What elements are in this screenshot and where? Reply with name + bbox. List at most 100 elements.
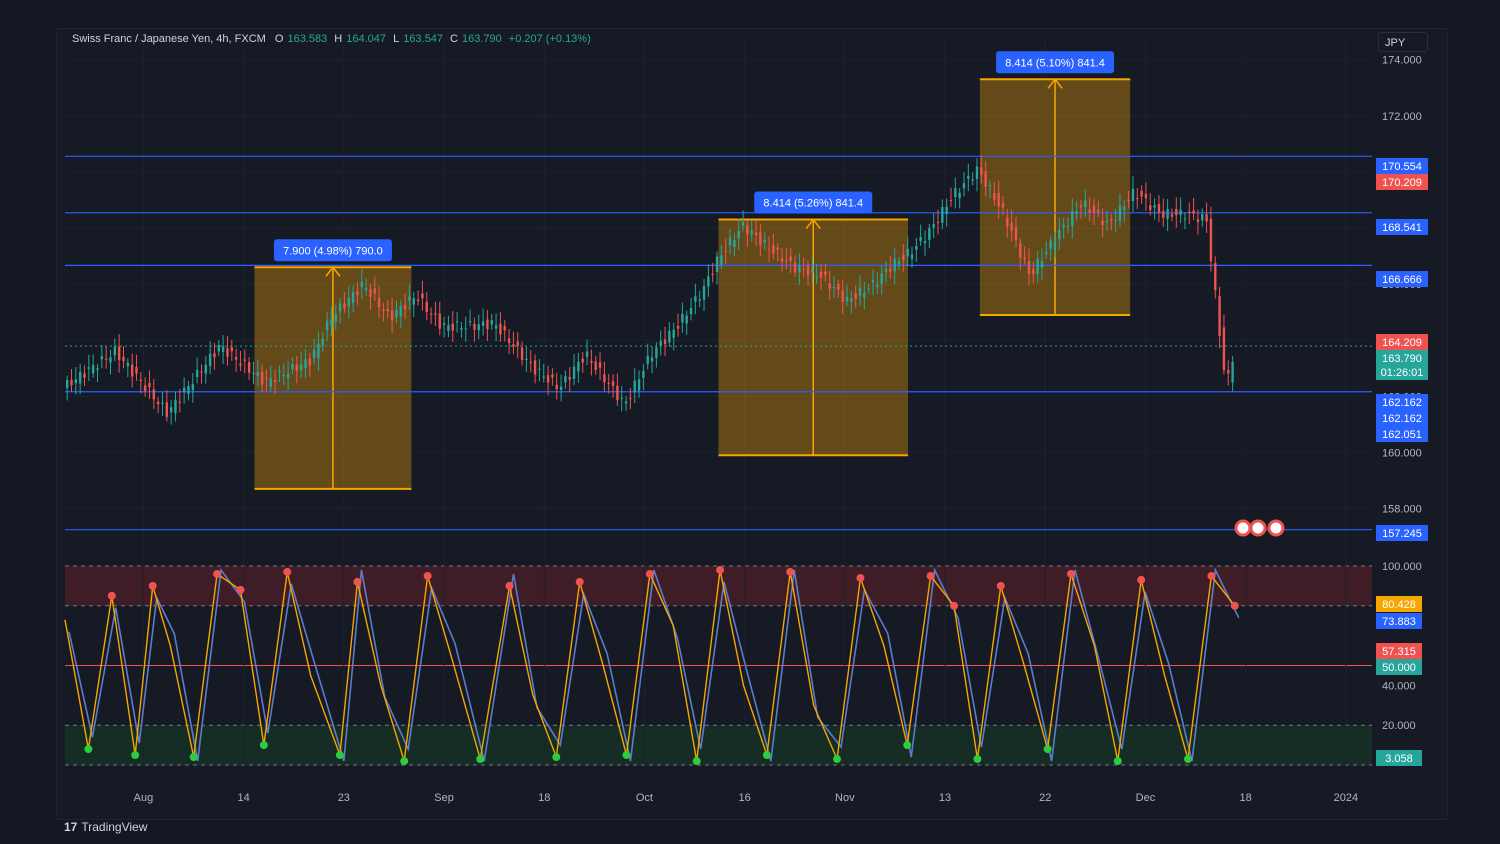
candle-body xyxy=(828,283,831,289)
candle-body xyxy=(876,284,879,288)
candle-body xyxy=(884,269,888,272)
candle-body xyxy=(910,254,914,259)
oscillator-lines xyxy=(64,565,1240,766)
oscillator-signal-dot xyxy=(996,581,1005,590)
candle-body xyxy=(659,340,662,347)
oscillator-signal-dot xyxy=(423,571,432,580)
candle-body xyxy=(1175,208,1178,216)
oscillator-signal-dot xyxy=(107,591,116,600)
candle-body xyxy=(503,326,506,331)
candles xyxy=(65,154,1234,425)
time-tick-label: 23 xyxy=(338,792,350,804)
time-tick-label: 14 xyxy=(237,792,249,804)
candle-body xyxy=(919,237,922,242)
price-axis: 174.000172.000170.000168.000166.000164.0… xyxy=(1382,55,1422,733)
currency-button[interactable]: JPY xyxy=(1378,32,1428,52)
candle-body xyxy=(1123,206,1126,210)
candle-body xyxy=(486,319,489,330)
candle-body xyxy=(616,385,619,401)
oscillator-label: 73.883 xyxy=(1382,616,1416,628)
candle-body xyxy=(802,268,805,270)
event-marker-icon xyxy=(1249,519,1267,537)
candle-body xyxy=(889,268,892,272)
candle-body xyxy=(1114,220,1117,222)
candle-body xyxy=(1006,217,1009,227)
candle-body xyxy=(473,323,476,330)
candle-body xyxy=(724,251,727,253)
candle-body xyxy=(551,374,554,378)
price-tick-label: 174.000 xyxy=(1382,55,1422,67)
candle-body xyxy=(477,324,480,331)
price-label: 164.209 xyxy=(1382,337,1422,349)
price-label-bg xyxy=(1376,334,1428,350)
candle-body xyxy=(143,385,147,392)
candle-body xyxy=(156,401,160,405)
candle-body xyxy=(572,366,576,379)
tradingview-logo[interactable]: 17 TradingView xyxy=(64,820,147,834)
countdown-label: 01:26:01 xyxy=(1381,367,1424,379)
candle-body xyxy=(1058,229,1061,240)
price-label: 166.666 xyxy=(1382,274,1422,286)
candle-body xyxy=(104,358,108,360)
candle-body xyxy=(260,371,264,385)
candle-body xyxy=(308,358,311,366)
candle-body xyxy=(499,323,502,335)
candle-body xyxy=(776,247,779,250)
candle-body xyxy=(1179,209,1182,216)
time-axis: Aug 14 23 Sep 18 Oct 16 Nov 13 22 Dec 18 2024 xyxy=(134,792,1358,804)
candle-body xyxy=(243,359,246,361)
time-tick-label: Dec xyxy=(1136,792,1156,804)
candle-body xyxy=(1131,188,1135,201)
candle-body xyxy=(204,364,208,374)
candle-body xyxy=(377,298,381,308)
candle-body xyxy=(893,258,896,272)
countdown-bg xyxy=(1376,364,1428,380)
candle-body xyxy=(598,362,602,368)
price-label: 170.209 xyxy=(1382,177,1422,189)
candle-body xyxy=(607,382,610,384)
candle-body xyxy=(338,303,342,312)
candle-body xyxy=(936,221,940,223)
event-marker-icon xyxy=(1267,519,1285,537)
candle-body xyxy=(429,313,433,315)
time-tick-label: Oct xyxy=(636,792,653,804)
candle-body xyxy=(325,320,329,330)
oscillator-label-bg xyxy=(1376,643,1422,659)
oscillator-d-line xyxy=(68,567,1240,762)
candle-body xyxy=(772,244,775,254)
candle-body xyxy=(733,239,736,247)
candle-body xyxy=(642,370,645,378)
candle-body xyxy=(291,364,294,370)
candle-body xyxy=(1053,243,1057,250)
price-label-bg xyxy=(1376,158,1428,174)
candle-body xyxy=(854,293,857,299)
candle-body xyxy=(174,399,177,414)
candle-body xyxy=(78,371,82,384)
candle-body xyxy=(304,359,307,369)
candle-body xyxy=(824,271,827,276)
candle-body xyxy=(681,313,684,323)
candle-body xyxy=(1227,369,1230,374)
candle-body xyxy=(1231,361,1234,383)
candle-body xyxy=(91,365,95,374)
candle-body xyxy=(1170,214,1174,217)
candle-body xyxy=(403,305,407,310)
candle-body xyxy=(1092,205,1096,213)
candle-body xyxy=(1066,225,1070,227)
candle-body xyxy=(208,353,212,366)
candle-body xyxy=(364,287,368,291)
candle-body xyxy=(1105,220,1109,223)
candle-body xyxy=(165,402,169,417)
candle-body xyxy=(581,358,584,363)
candle-body xyxy=(399,306,402,317)
high-value: 164.047 xyxy=(346,33,386,45)
candle-body xyxy=(438,313,441,329)
measure-label-bg xyxy=(754,191,873,214)
oscillator-tick-label: 40.000 xyxy=(1382,680,1416,692)
candle-body xyxy=(542,376,545,378)
candle-body xyxy=(1153,205,1156,208)
candle-body xyxy=(516,341,519,346)
candle-body xyxy=(707,276,710,287)
candle-body xyxy=(295,364,298,371)
